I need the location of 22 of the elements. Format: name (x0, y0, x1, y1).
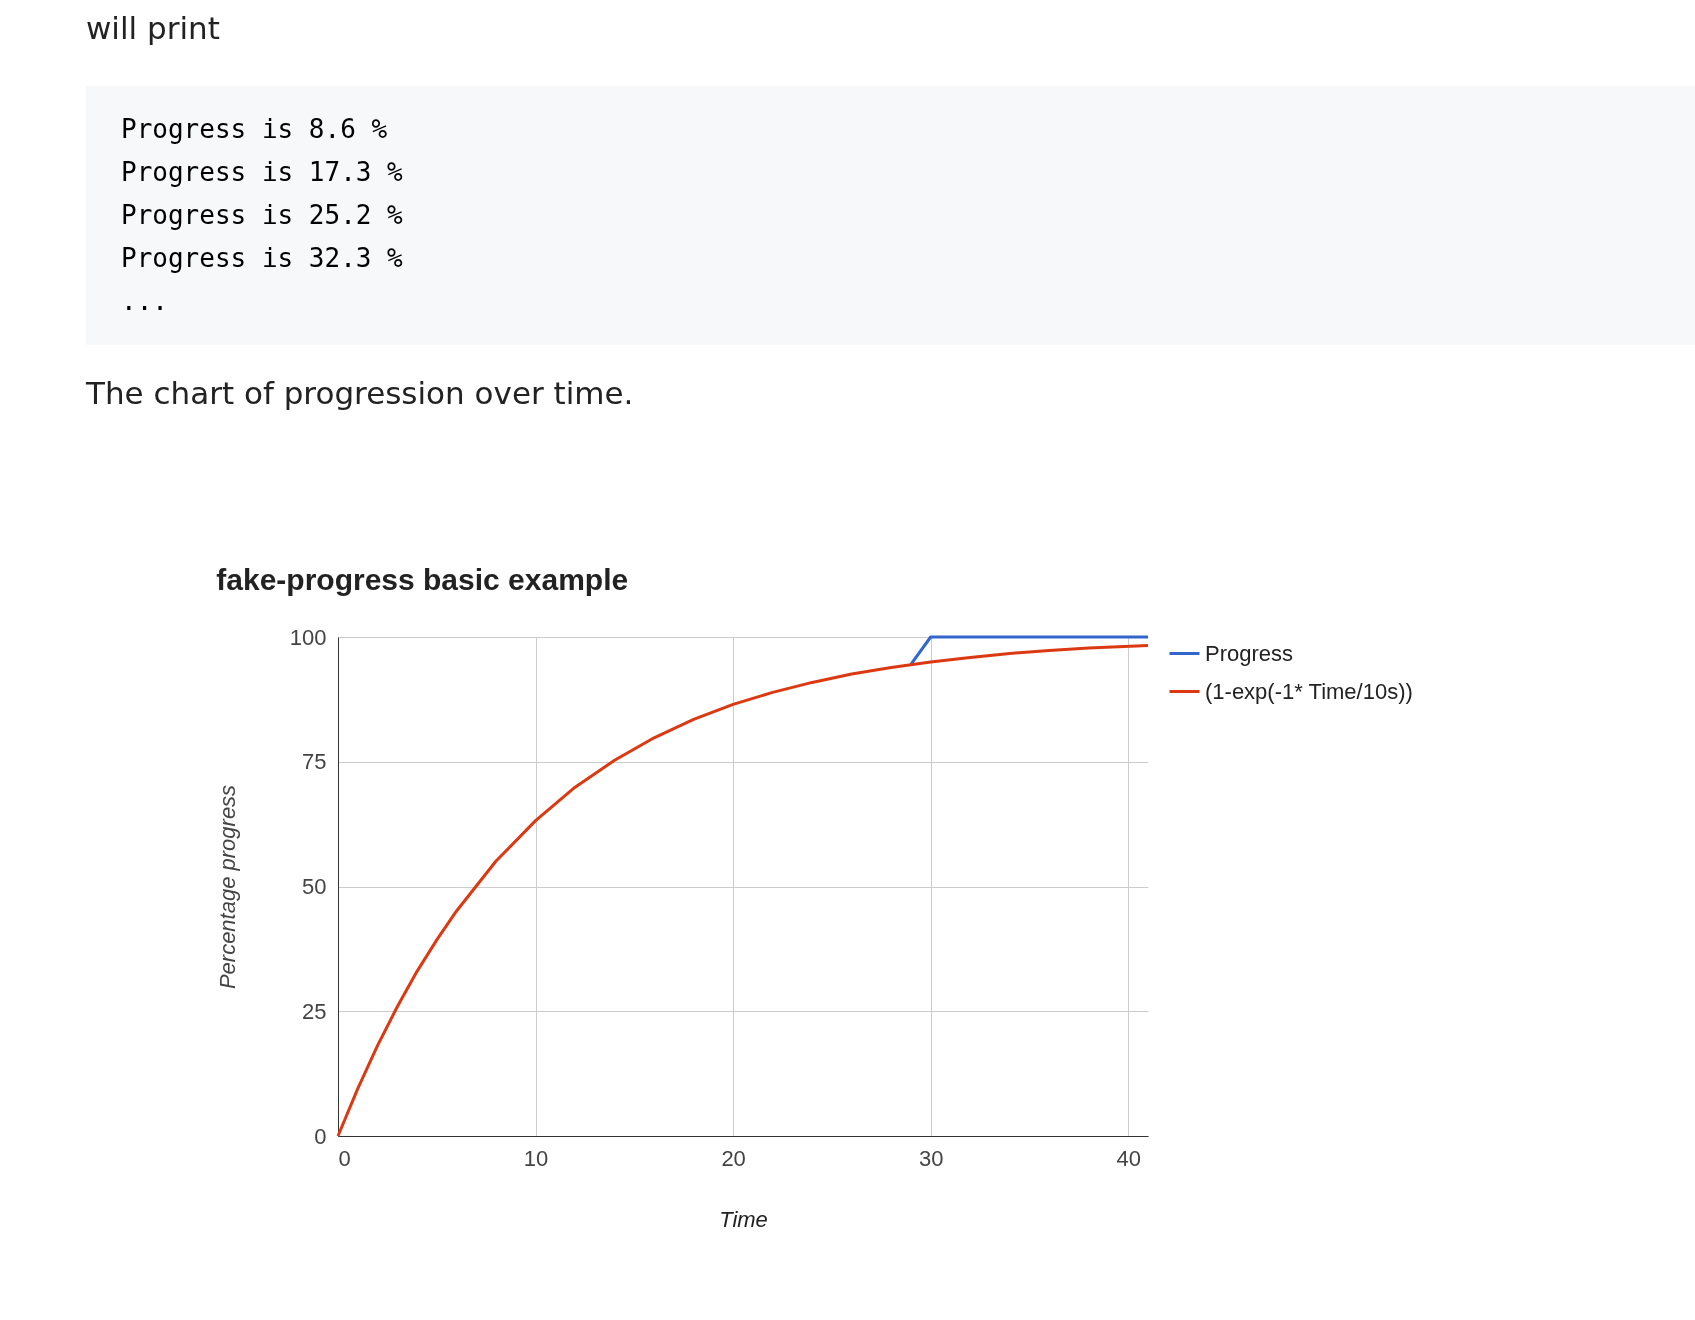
text: Progress is 32.3 % (121, 242, 404, 275)
text: Progress is 17.3 % (121, 156, 404, 189)
y-axis-title: Percentage progress (214, 784, 240, 990)
x-tick-label: 10 (523, 1145, 549, 1171)
legend-label: (1-exp(-1* Time/10s)) (1205, 678, 1413, 704)
text: ... (121, 285, 169, 318)
y-tick-label: 0 (314, 1123, 327, 1149)
y-tick-label: 75 (302, 749, 327, 775)
x-tick-label: 40 (1116, 1145, 1141, 1171)
text: Progress is 25.2 % (121, 199, 404, 232)
chart-title: fake-progress basic example (216, 563, 629, 596)
x-tick-label: 30 (918, 1145, 944, 1171)
x-axis-title: Time (719, 1206, 768, 1232)
y-tick-label: 25 (302, 998, 327, 1024)
text: The chart of progression over time. (86, 375, 635, 411)
y-tick-label: 100 (289, 624, 327, 650)
legend-label: Progress (1205, 640, 1294, 666)
x-tick-label: 20 (721, 1145, 746, 1171)
text: will print (86, 10, 221, 46)
x-tick-label: 0 (338, 1145, 351, 1171)
text: Progress is 8.6 % (121, 113, 389, 146)
y-tick-label: 50 (302, 874, 327, 899)
